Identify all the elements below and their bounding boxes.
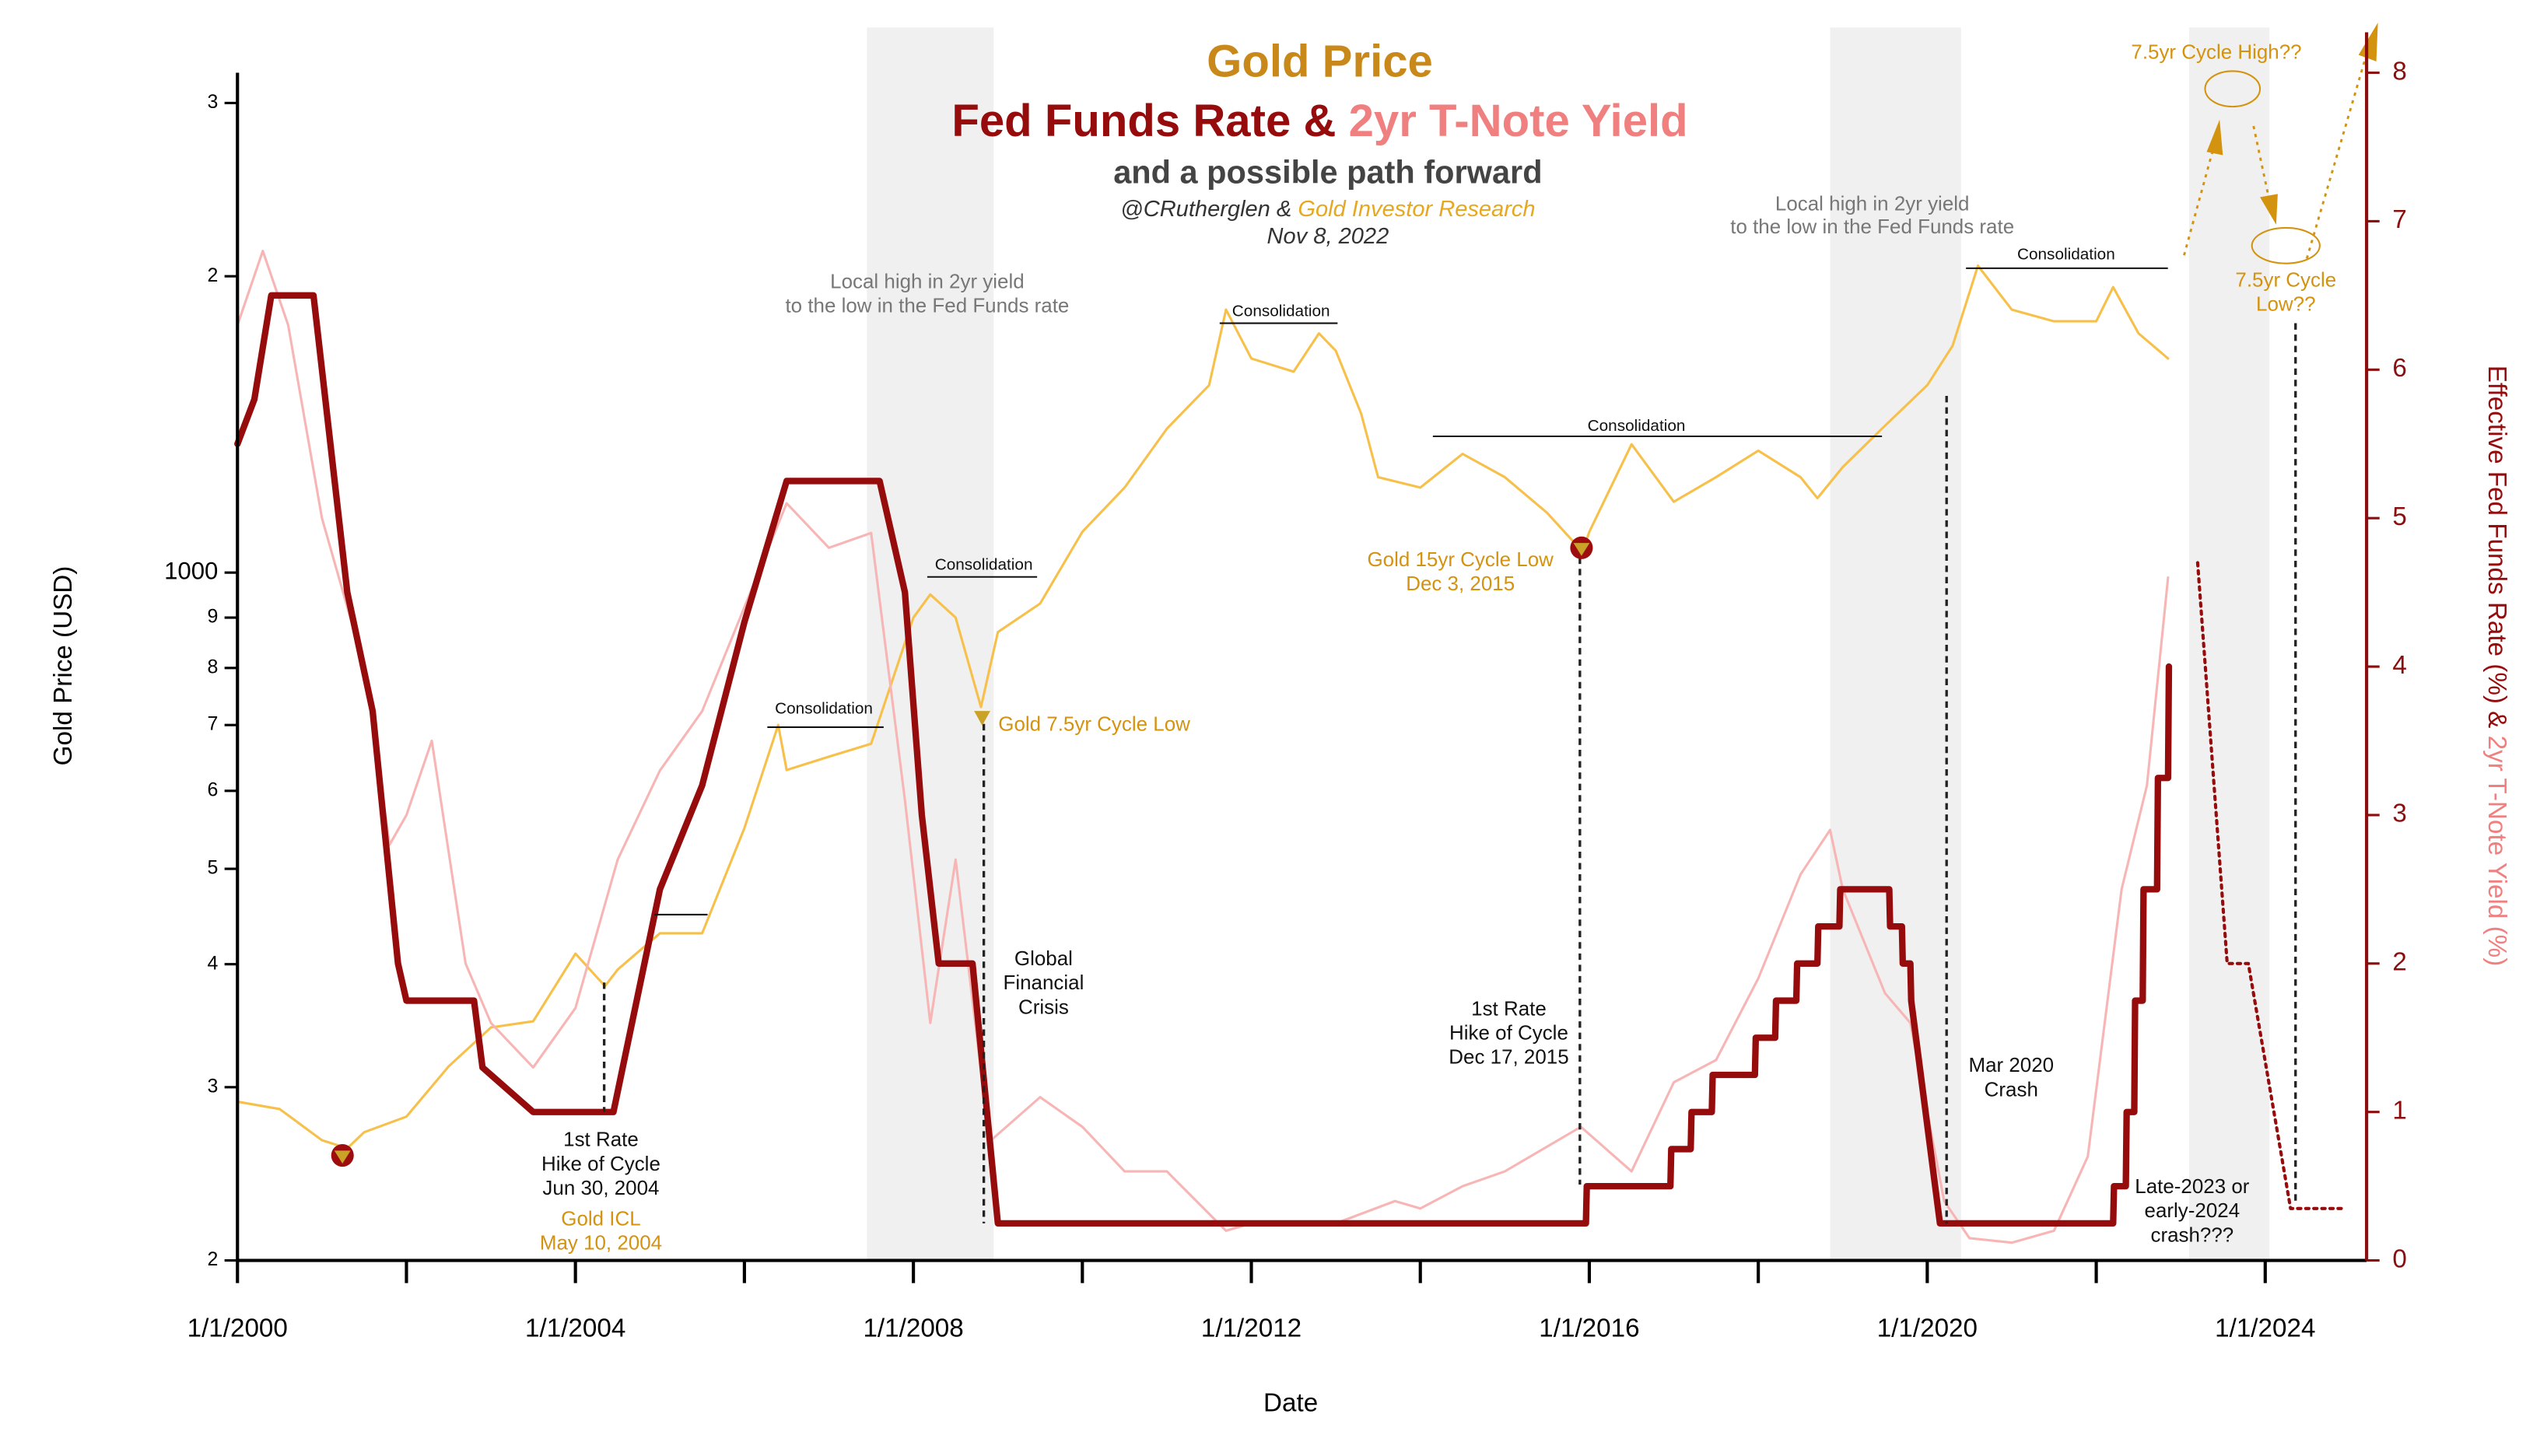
annotation: Global (1014, 947, 1073, 970)
x-tick-label: 1/1/2024 (2215, 1314, 2315, 1343)
annotation: Dec 17, 2015 (1449, 1045, 1568, 1069)
annotation: Gold 15yr Cycle Low (1367, 548, 1554, 571)
subtitle: and a possible path forward (1113, 153, 1542, 190)
series-line (234, 292, 2173, 1227)
x-tick-label: 1/1/2020 (1877, 1314, 1978, 1343)
y2-tick-label: 3 (2392, 800, 2406, 828)
annotation: Hike of Cycle (1449, 1021, 1568, 1045)
y2-tick-label: 6 (2392, 354, 2406, 383)
y-tick-label: 2 (207, 1248, 218, 1270)
y2-tick-label: 7 (2392, 205, 2406, 234)
annotation: 1st Rate (1471, 996, 1547, 1020)
annotation: Consolidation (1588, 417, 1686, 435)
y-tick-label: 2 (207, 264, 218, 286)
annotation: Jun 30, 2004 (542, 1176, 659, 1199)
annotation: 7.5yr Cycle High?? (2131, 40, 2301, 63)
y-tick-label: 9 (207, 606, 218, 628)
annotation: Crisis (1018, 995, 1069, 1018)
y2-tick-label: 0 (2392, 1244, 2406, 1273)
annotation: May 10, 2004 (540, 1231, 662, 1255)
y2-axis-label: Effective Fed Funds Rate (%) & 2yr T-Not… (2482, 366, 2511, 967)
cycle-low-marker (974, 711, 990, 726)
x-tick-label: 1/1/2004 (525, 1314, 625, 1343)
annotations: Local high in 2yr yield to the low in th… (540, 40, 2336, 1254)
annotation: Consolidation (2017, 246, 2115, 264)
consolidation-lines (653, 267, 2168, 916)
x-axis-label: Date (1263, 1388, 1318, 1417)
annotation: Low?? (2256, 292, 2315, 316)
annotation: Mar 2020 (1968, 1053, 2054, 1076)
annotation: to the low in the Fed Funds rate (1730, 215, 2014, 238)
y2-tick-label: 1 (2392, 1096, 2406, 1125)
x-tick-label: 1/1/2016 (1539, 1314, 1639, 1343)
shaded-region (867, 27, 994, 1261)
background-layer (867, 27, 2270, 1261)
arrow-line (2305, 47, 2370, 259)
annotation: 1st Rate (563, 1128, 639, 1151)
y-tick-label: 1000 (164, 557, 218, 584)
cycle-low-marker (334, 1150, 351, 1164)
y2-label-part: Effective Fed Funds Rate (%) & (2482, 366, 2511, 736)
annotation: Late-2023 or (2135, 1174, 2249, 1198)
shaded-region (1830, 27, 1961, 1261)
series-layer (234, 250, 2343, 1244)
annotation: Hike of Cycle (541, 1152, 660, 1175)
arrow-line (2252, 125, 2271, 203)
annotation: Consolidation (775, 700, 873, 718)
date-label: Nov 8, 2022 (1267, 224, 1389, 249)
axes-layer: 2 3 4 5 6 7 8 9 1000 2 3 0 1 2 3 4 5 6 7 8 1/1/2000 1/1/2004 1… (164, 32, 2407, 1343)
annotation: 7.5yr Cycle (2235, 268, 2336, 291)
annotation: early-2024 (2145, 1199, 2240, 1222)
series-line (236, 250, 2170, 1244)
shaded-region (2189, 27, 2270, 1261)
annotation: Gold 7.5yr Cycle Low (998, 712, 1190, 736)
y2-tick-label: 4 (2392, 651, 2406, 680)
y2-tick-label: 8 (2392, 57, 2406, 86)
annotation: Financial (1004, 971, 1084, 994)
annotation: Local high in 2yr yield (1775, 192, 1970, 215)
projection-ellipse (2204, 70, 2261, 108)
annotation: to the low in the Fed Funds rate (785, 294, 1069, 317)
series-line (2195, 561, 2343, 1210)
y-tick-label: 8 (207, 656, 218, 677)
y-tick-label: 3 (207, 1075, 218, 1097)
arrow-head (2206, 119, 2223, 156)
y-tick-label: 4 (207, 952, 218, 974)
x-tick-label: 1/1/2000 (187, 1314, 288, 1343)
annotation: crash??? (2150, 1223, 2233, 1246)
dashed-markers (602, 323, 2297, 1223)
y2-tick-label: 2 (2392, 948, 2406, 977)
annotation: Consolidation (935, 556, 1033, 574)
annotation: Dec 3, 2015 (1406, 572, 1515, 595)
x-tick-label: 1/1/2008 (863, 1314, 963, 1343)
credit: @CRutherglen & Gold Investor Research (1120, 197, 1535, 222)
x-tick-label: 1/1/2012 (1201, 1314, 1302, 1343)
annotation: Gold ICL (561, 1207, 640, 1230)
arrow-head (2260, 194, 2278, 225)
y2-tick-label: 5 (2392, 502, 2406, 531)
annotation: Consolidation (1232, 302, 1330, 320)
annotation: Local high in 2yr yield (830, 269, 1025, 292)
title-part: Fed Funds Rate & (951, 96, 1348, 146)
y-axis-label: Gold Price (USD) (49, 566, 78, 766)
credit-part: Gold Investor Research (1298, 197, 1535, 222)
y-tick-label: 5 (207, 857, 218, 879)
projection-arrows (2183, 47, 2370, 259)
annotation: Crash (1985, 1077, 2038, 1101)
projection-ellipse (2251, 226, 2321, 264)
series-line (236, 264, 2170, 1150)
y-tick-label: 3 (207, 91, 218, 113)
title-part: 2yr T-Note Yield (1349, 96, 1688, 146)
chart-title: Gold Price (1207, 36, 1433, 86)
cycle-low-marker (1573, 543, 1590, 556)
y2-label-part: 2yr T-Note Yield (%) (2482, 736, 2511, 967)
credit-part: @CRutherglen & (1120, 197, 1298, 222)
chart-title-line2: Fed Funds Rate & 2yr T-Note Yield (951, 96, 1687, 146)
y-tick-label: 6 (207, 779, 218, 800)
y-tick-label: 7 (207, 713, 218, 735)
